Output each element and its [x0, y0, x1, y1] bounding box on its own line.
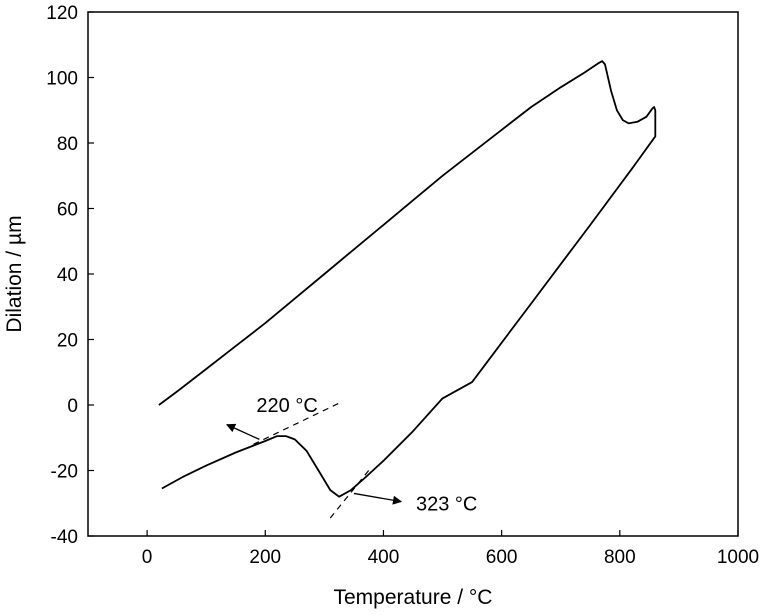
annotation-arrow	[226, 423, 260, 440]
x-axis-label-unit: °C	[469, 586, 493, 609]
plot-frame	[87, 11, 739, 537]
x-tick-label: 800	[604, 547, 636, 568]
y-tick-label: -20	[51, 462, 78, 483]
annotation-label: 220 °C	[256, 395, 317, 417]
x-tick-label: 400	[368, 547, 400, 568]
tangent-lines	[253, 401, 370, 519]
x-axis-label-text: Temperature /	[334, 586, 469, 609]
x-tick-label: 0	[142, 547, 153, 568]
y-tick-label: 20	[57, 331, 78, 352]
annotation-label: 323 °C	[416, 493, 477, 515]
y-tick-label: 0	[67, 396, 78, 417]
y-tick-label: -40	[51, 527, 78, 548]
tangent-line	[253, 401, 343, 445]
y-tick-label: 120	[46, 3, 78, 24]
y-axis-ticks: -40 -20 0 20 40 60 80 100 120	[46, 3, 94, 548]
annotation-arrow	[353, 492, 403, 505]
y-tick-label: 60	[57, 200, 78, 221]
annotations: 220 °C 323 °C	[226, 395, 477, 515]
x-axis-label: Temperature / °C	[334, 586, 493, 609]
x-axis-ticks: 0 200 400 600 800 1000	[142, 530, 759, 568]
y-tick-label: 80	[57, 134, 78, 155]
x-tick-label: 200	[249, 547, 281, 568]
x-tick-label: 1000	[717, 547, 759, 568]
series-layer	[158, 60, 657, 498]
y-axis-label: Dilation / µm	[3, 215, 26, 332]
y-tick-label: 40	[57, 265, 78, 286]
x-tick-label: 600	[486, 547, 518, 568]
y-tick-label: 100	[46, 69, 78, 90]
dilation-curve	[158, 60, 657, 498]
